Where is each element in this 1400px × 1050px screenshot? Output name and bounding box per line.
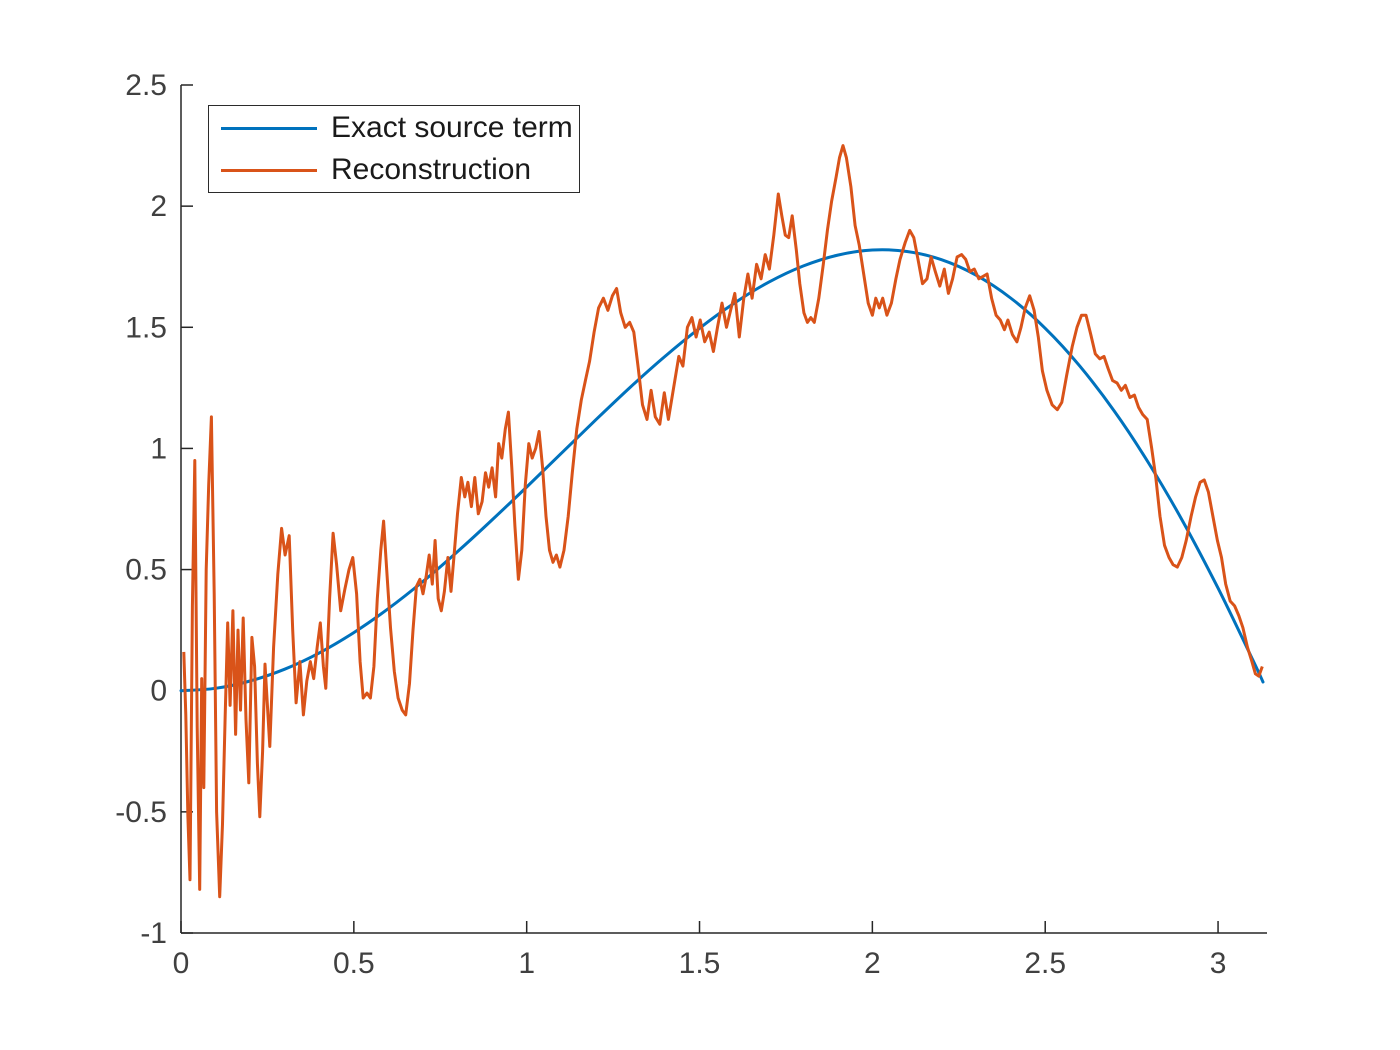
x-tick-label: 1 xyxy=(518,947,535,980)
legend-label-exact: Exact source term xyxy=(331,111,573,144)
y-tick-label: 0 xyxy=(150,675,167,708)
legend-item-exact: Exact source term xyxy=(221,109,579,147)
legend: Exact source term Reconstruction xyxy=(208,105,580,193)
x-tick-label: 1.5 xyxy=(679,947,721,980)
y-tick-label: -0.5 xyxy=(115,796,167,829)
y-tick-label: 1 xyxy=(150,432,167,465)
y-tick-label: 2 xyxy=(150,190,167,223)
x-tick-label: 3 xyxy=(1210,947,1227,980)
y-tick-label: 1.5 xyxy=(125,311,167,344)
x-tick-label: 2.5 xyxy=(1024,947,1066,980)
x-tick-label: 0 xyxy=(173,947,190,980)
legend-item-reconstruction: Reconstruction xyxy=(221,151,579,189)
reconstruction-curve xyxy=(182,144,1264,899)
y-tick-label: 0.5 xyxy=(125,554,167,587)
y-tick-label: -1 xyxy=(140,917,167,950)
x-tick-label: 0.5 xyxy=(333,947,375,980)
legend-label-reconstruction: Reconstruction xyxy=(331,153,532,186)
y-tick-label: 2.5 xyxy=(125,69,167,102)
exact-source-curve xyxy=(179,248,1265,693)
x-tick-label: 2 xyxy=(864,947,881,980)
exact-line-swatch xyxy=(221,126,317,130)
reconstruction-line-swatch xyxy=(221,168,317,172)
